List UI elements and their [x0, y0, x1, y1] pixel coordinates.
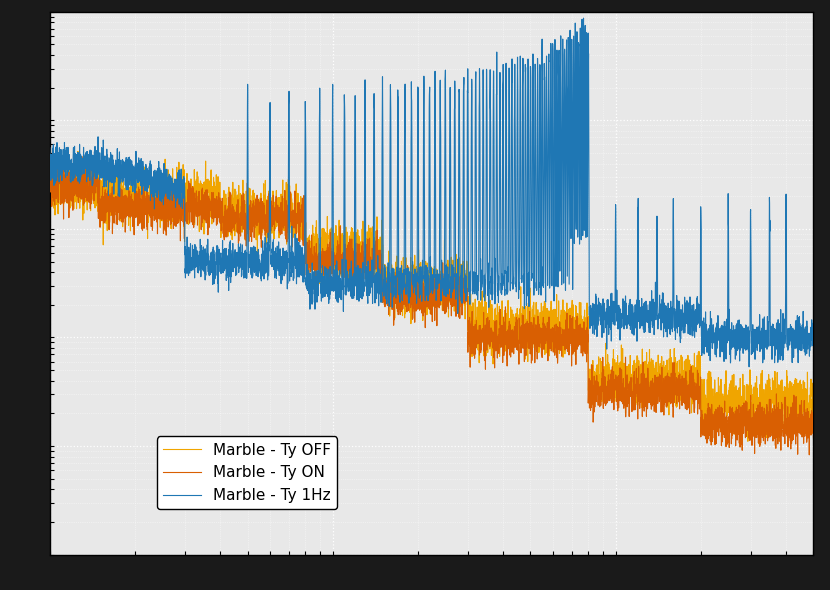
Marble - Ty OFF: [73, 148, 83, 155]
Marble - Ty ON: [808, 434, 818, 441]
Marble - Ty OFF: [754, 440, 764, 447]
Marble - Ty ON: [804, 451, 814, 458]
Marble - Ty OFF: [808, 405, 818, 412]
Marble - Ty ON: [183, 178, 193, 185]
Marble - Ty ON: [541, 335, 551, 342]
Marble - Ty ON: [673, 381, 683, 388]
Marble - Ty 1Hz: [808, 342, 818, 349]
Marble - Ty OFF: [541, 319, 551, 326]
Marble - Ty ON: [337, 253, 347, 260]
Marble - Ty 1Hz: [183, 272, 193, 279]
Marble - Ty ON: [615, 396, 625, 403]
Marble - Ty ON: [503, 326, 513, 333]
Marble - Ty OFF: [673, 379, 683, 386]
Line: Marble - Ty OFF: Marble - Ty OFF: [50, 152, 813, 444]
Marble - Ty OFF: [45, 184, 55, 191]
Marble - Ty 1Hz: [541, 63, 551, 70]
Marble - Ty 1Hz: [45, 145, 55, 152]
Marble - Ty 1Hz: [503, 288, 513, 295]
Marble - Ty OFF: [503, 312, 513, 319]
Marble - Ty OFF: [615, 374, 625, 381]
Marble - Ty 1Hz: [615, 314, 625, 322]
Line: Marble - Ty 1Hz: Marble - Ty 1Hz: [50, 18, 813, 367]
Line: Marble - Ty ON: Marble - Ty ON: [50, 156, 813, 455]
Legend: Marble - Ty OFF, Marble - Ty ON, Marble - Ty 1Hz: Marble - Ty OFF, Marble - Ty ON, Marble …: [157, 437, 337, 509]
Marble - Ty 1Hz: [745, 363, 754, 371]
Marble - Ty 1Hz: [673, 303, 683, 310]
Marble - Ty OFF: [183, 183, 193, 190]
Marble - Ty 1Hz: [337, 296, 347, 303]
Marble - Ty 1Hz: [579, 15, 588, 22]
Marble - Ty OFF: [337, 232, 347, 240]
Marble - Ty ON: [45, 182, 55, 189]
Marble - Ty ON: [77, 153, 87, 160]
